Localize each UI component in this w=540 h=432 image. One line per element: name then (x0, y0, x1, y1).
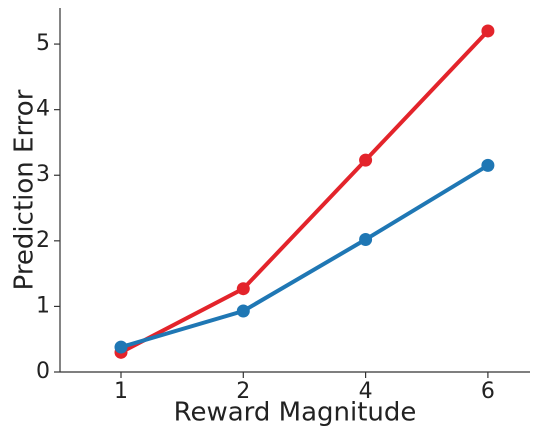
data-point (359, 233, 373, 247)
y-tick-label: 2 (36, 228, 50, 253)
series-line (120, 163, 489, 349)
y-tick-label: 3 (36, 162, 50, 187)
y-tick-label: 1 (36, 293, 50, 318)
data-point (114, 340, 128, 354)
data-point (359, 153, 373, 167)
data-point (236, 304, 250, 318)
data-point (236, 282, 250, 296)
x-axis-title: Reward Magnitude (174, 398, 417, 428)
data-point (481, 158, 495, 172)
x-tick-label: 2 (236, 379, 250, 404)
series-line (120, 29, 490, 355)
x-tick-label: 1 (114, 379, 128, 404)
y-tick-label: 4 (36, 97, 50, 122)
y-axis-title: Prediction Error (10, 89, 40, 290)
y-tick-label: 0 (36, 359, 50, 384)
x-tick-label: 4 (359, 379, 373, 404)
data-point (481, 24, 495, 38)
y-tick-label: 5 (36, 31, 50, 56)
x-tick-label: 6 (481, 379, 495, 404)
